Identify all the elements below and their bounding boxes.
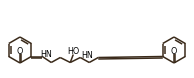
Text: HN: HN (40, 50, 52, 59)
Text: O: O (17, 46, 23, 56)
Text: HO: HO (67, 47, 79, 56)
Text: HN: HN (81, 50, 93, 60)
Text: O: O (171, 46, 177, 56)
